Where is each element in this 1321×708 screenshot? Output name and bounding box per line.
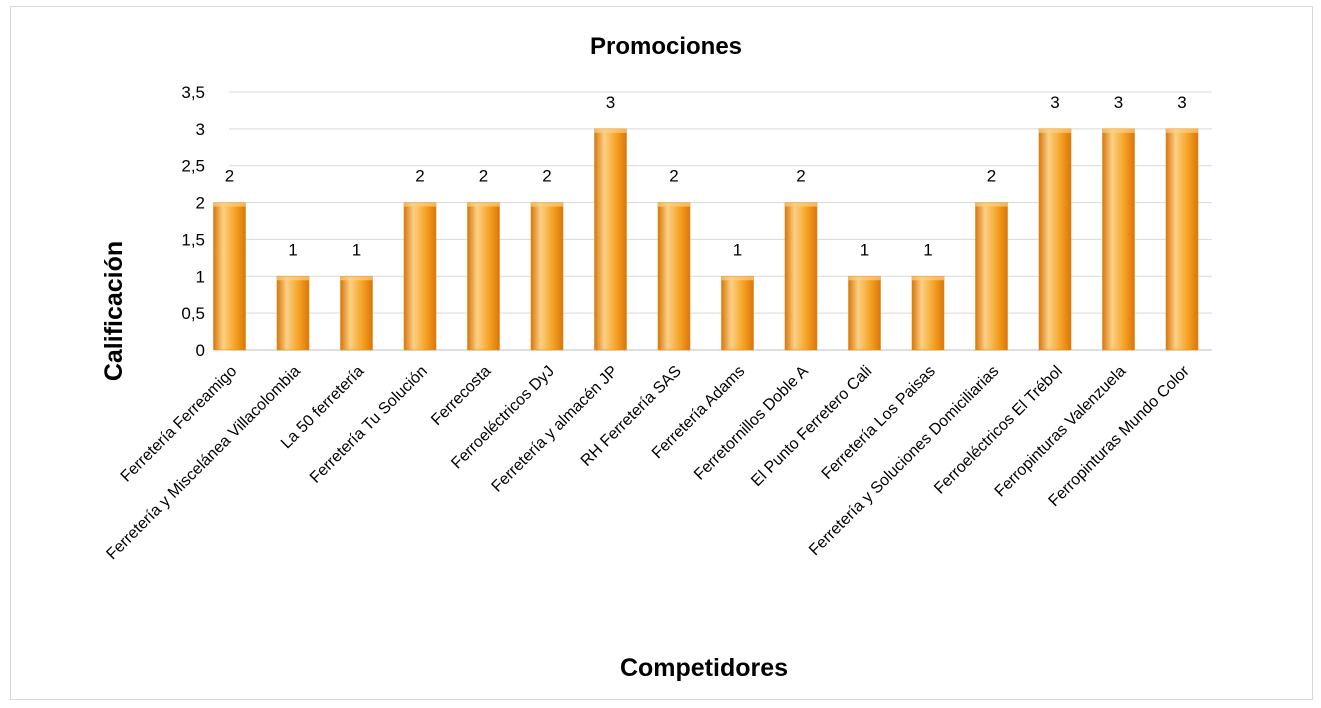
data-label: 3	[1050, 93, 1059, 112]
x-tick-label: Ferretería Los Paisas	[819, 363, 939, 483]
data-label: 1	[288, 240, 297, 259]
data-label: 2	[669, 167, 678, 186]
data-label: 2	[479, 167, 488, 186]
data-label: 1	[923, 240, 932, 259]
chart-frame	[10, 6, 1313, 700]
bar-highlight	[1039, 128, 1071, 133]
x-tick-label: Ferropinturas Valenzuela	[992, 363, 1130, 501]
y-axis-title: Calificación	[100, 241, 128, 381]
y-tick-label: 2,5	[181, 157, 205, 176]
bar-highlight	[594, 128, 627, 133]
bar-highlight	[912, 276, 944, 281]
y-tick-label: 2	[196, 194, 205, 213]
bar-highlight	[848, 276, 881, 281]
x-axis-title: Competidores	[620, 654, 788, 682]
bar-highlight	[277, 276, 309, 281]
data-label: 3	[1177, 93, 1186, 112]
bar-highlight	[1166, 128, 1198, 133]
y-axis-ticks: 0 0,5 1 1,5 2 2,5 3 3,5	[181, 83, 205, 360]
data-label: 1	[860, 240, 869, 259]
bar	[530, 202, 564, 351]
x-tick-label: El Punto Ferretero Cali	[748, 363, 875, 490]
x-tick-label: Ferrecosta	[428, 363, 494, 429]
bar	[213, 202, 246, 351]
x-tick-label: Ferroeléctricos El Trébol	[931, 363, 1066, 498]
bar	[721, 275, 754, 351]
bar	[911, 275, 945, 351]
bar-highlight	[785, 202, 817, 207]
data-label: 2	[225, 167, 234, 186]
bar-highlight	[975, 202, 1008, 207]
data-label: 1	[352, 240, 361, 259]
bar-highlight	[721, 276, 754, 281]
bar	[594, 128, 627, 351]
x-tick-label: Ferretornillos Doble A	[691, 363, 812, 484]
bar	[784, 202, 818, 351]
data-label: 3	[1114, 93, 1123, 112]
bar	[975, 202, 1008, 351]
bar	[1102, 128, 1135, 351]
data-label: 2	[987, 167, 996, 186]
bar	[276, 275, 310, 351]
x-tick-label: Ferretería Ferreamigo	[118, 363, 241, 486]
x-tick-label: Ferretería y almacén JP	[489, 363, 622, 496]
bar-highlight	[404, 202, 436, 207]
y-tick-label: 1	[196, 267, 205, 286]
data-labels: 2 1 1 2 2 2 3 2 1 2 1 1 2 3 3 3	[225, 93, 1187, 259]
y-tick-label: 1,5	[181, 230, 205, 249]
x-tick-label: Ferretería Tu Solución	[307, 363, 431, 487]
bar-highlight	[213, 202, 246, 207]
bar-highlight	[1102, 128, 1135, 133]
bar	[1165, 128, 1199, 351]
bar-highlight	[467, 202, 500, 207]
bar-highlight	[340, 276, 373, 281]
data-label: 2	[415, 167, 424, 186]
bar-highlight	[531, 202, 563, 207]
data-label: 3	[606, 93, 615, 112]
data-label: 1	[733, 240, 742, 259]
bars	[213, 128, 1199, 351]
chart-title: Promociones	[590, 33, 742, 60]
bar-highlight	[658, 202, 690, 207]
bar	[403, 202, 437, 351]
bar	[657, 202, 691, 351]
bar	[340, 275, 373, 351]
data-label: 2	[796, 167, 805, 186]
bar	[1038, 128, 1072, 351]
data-label: 2	[542, 167, 551, 186]
y-tick-label: 0,5	[181, 304, 205, 323]
bar	[848, 275, 881, 351]
y-tick-label: 0	[196, 341, 205, 360]
y-tick-label: 3,5	[181, 83, 205, 102]
y-tick-label: 3	[196, 120, 205, 139]
bar	[467, 202, 500, 351]
